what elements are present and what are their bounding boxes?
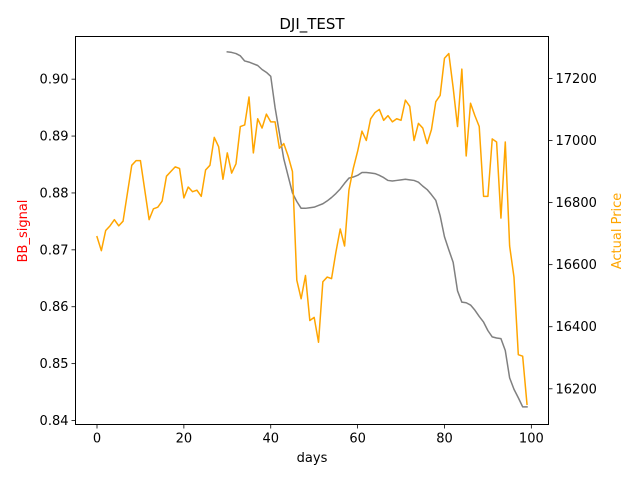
y-right-tick-label: 17000	[556, 134, 597, 149]
y-left-tick-label: 0.85	[40, 357, 69, 372]
x-axis-label: days	[297, 451, 328, 466]
series-line-right	[96, 52, 528, 406]
y-axis-left: 0.84 0.85 0.86 0.87 0.88 0.89 0.90	[40, 73, 76, 429]
y-right-tick-label: 17200	[556, 72, 597, 87]
x-tick-label: 100	[519, 432, 544, 447]
x-tick-label: 60	[349, 432, 366, 447]
series-line-left	[226, 51, 528, 408]
y-left-tick-label: 0.84	[40, 414, 69, 429]
y-left-tick-label: 0.90	[40, 73, 69, 88]
y-left-tick-label: 0.88	[40, 186, 69, 201]
x-tick-label: 80	[436, 432, 453, 447]
chart-title: DJI_TEST	[279, 15, 345, 34]
y-left-tick-label: 0.86	[40, 300, 69, 315]
y-axis-right-label: Actual Price	[610, 193, 625, 270]
y-right-tick-label: 16200	[556, 382, 597, 397]
y-right-tick-label: 16600	[556, 258, 597, 273]
y-left-tick-label: 0.89	[40, 130, 69, 145]
x-axis: 0 20 40 60 80 100	[93, 424, 544, 447]
x-tick-label: 20	[176, 432, 193, 447]
y-axis-left-label: BB_signal	[16, 200, 31, 263]
y-right-tick-label: 16400	[556, 320, 597, 335]
x-tick-label: 0	[93, 432, 101, 447]
y-right-tick-label: 16800	[556, 196, 597, 211]
plot-frame	[75, 36, 549, 425]
x-tick-label: 40	[262, 432, 279, 447]
series-layer	[96, 51, 528, 408]
y-axis-right: 16200 16400 16600 16800 17000 17200	[548, 72, 597, 397]
y-left-tick-label: 0.87	[40, 243, 69, 258]
